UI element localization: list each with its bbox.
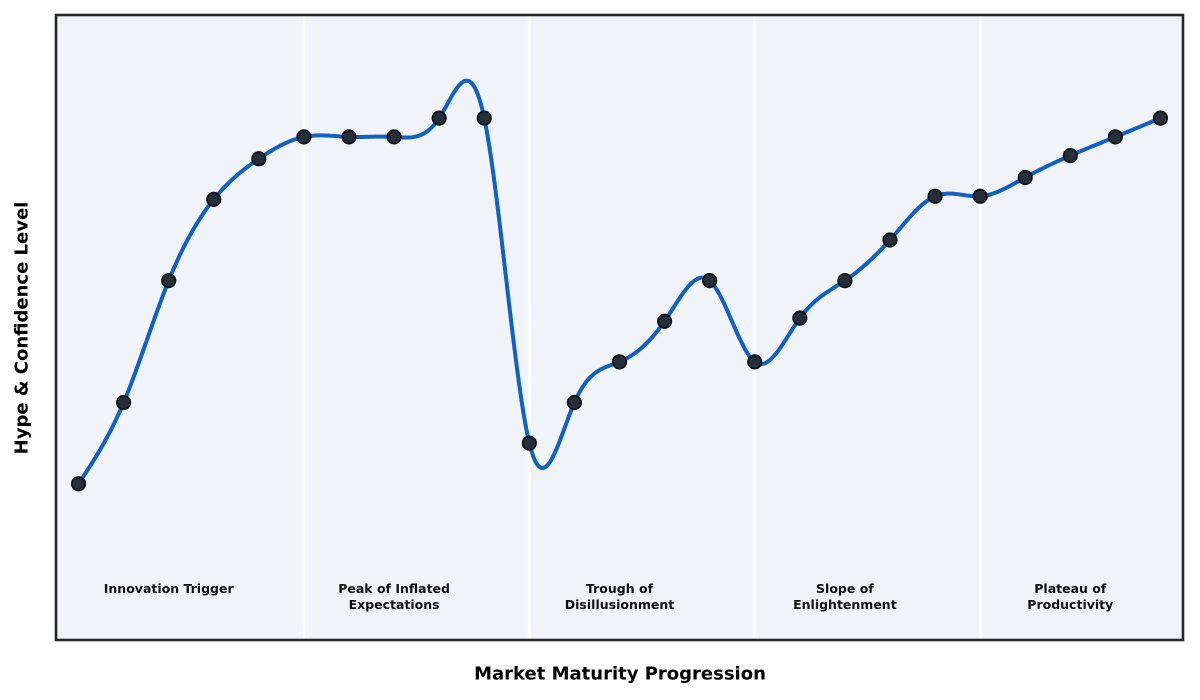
data-point-marker <box>1152 110 1169 126</box>
data-point-marker <box>566 394 583 411</box>
phase-label: Plateau of Productivity <box>1027 581 1114 612</box>
data-point-marker <box>702 273 718 289</box>
data-point-marker <box>927 188 943 204</box>
data-point-marker <box>747 354 763 370</box>
data-point-marker <box>251 151 267 167</box>
data-point-marker <box>1017 169 1033 186</box>
y-axis-label: Hype & Confidence Level <box>11 201 33 455</box>
data-point-marker <box>161 273 177 289</box>
data-point-marker <box>837 273 853 289</box>
phase-label: Innovation Trigger <box>103 581 234 596</box>
data-point-marker <box>611 354 628 370</box>
data-point-marker <box>476 110 492 126</box>
data-point-marker <box>656 313 673 329</box>
plot-background <box>56 15 1183 640</box>
data-point-marker <box>521 435 537 451</box>
data-point-marker <box>431 110 447 126</box>
data-point-marker <box>1107 129 1123 145</box>
data-point-marker <box>1062 148 1078 164</box>
data-point-marker <box>70 476 87 492</box>
x-axis-label: Market Maturity Progression <box>474 663 766 685</box>
plot-border <box>54 13 1185 642</box>
phase-label: Slope of Enlightenment <box>793 581 897 612</box>
data-point-marker <box>116 394 132 411</box>
data-point-marker <box>341 129 357 145</box>
data-point-marker <box>792 310 808 326</box>
phase-label: Peak of Inflated Expectations <box>338 581 450 612</box>
data-point-marker <box>386 129 402 145</box>
phase-label: Trough of Disillusionment <box>564 581 675 612</box>
data-point-marker <box>296 129 312 145</box>
data-point-marker <box>972 188 988 204</box>
data-point-marker <box>206 191 222 207</box>
data-point-marker <box>882 232 898 248</box>
